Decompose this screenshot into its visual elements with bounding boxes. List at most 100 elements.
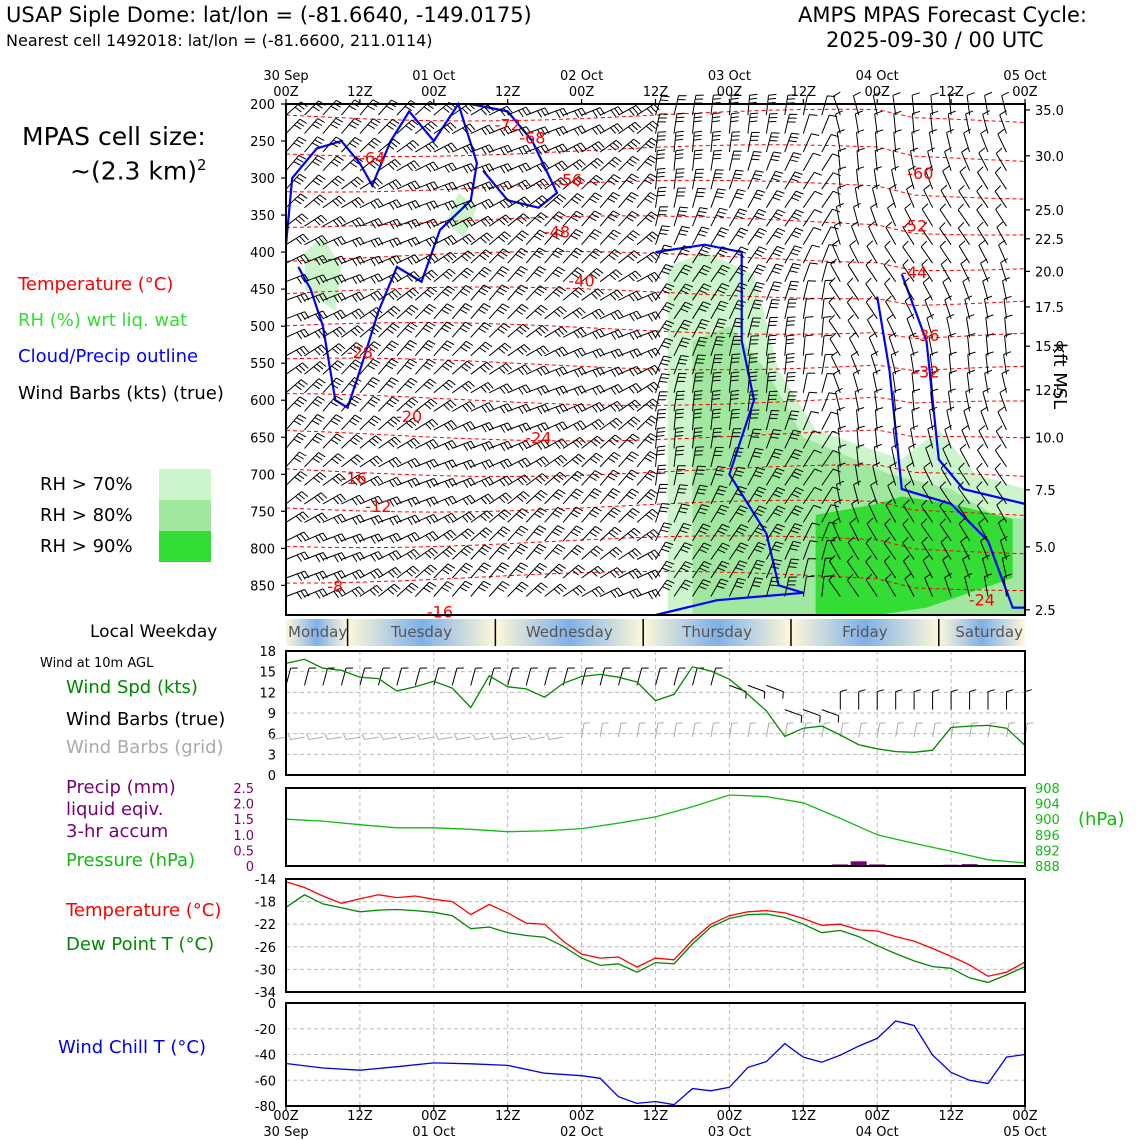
wind-barb bbox=[452, 103, 475, 116]
wind-barb bbox=[1004, 333, 1013, 356]
wind-barb bbox=[847, 314, 860, 338]
dewpoint-line bbox=[285, 894, 1026, 984]
wind-barb bbox=[452, 181, 476, 193]
wind-barb bbox=[903, 277, 915, 301]
pressure-tick-label: 900 bbox=[1035, 813, 1060, 828]
wind-barb bbox=[920, 222, 934, 245]
wind-barb bbox=[470, 249, 493, 264]
wind-barb bbox=[322, 433, 344, 449]
weekday-cell bbox=[938, 619, 1025, 646]
wind-barb bbox=[525, 489, 548, 505]
wind-barb-grid bbox=[599, 722, 609, 738]
temp-contour-7 bbox=[285, 357, 1026, 372]
wind-barb bbox=[285, 379, 308, 394]
wind-barb bbox=[834, 387, 843, 412]
wind-barb bbox=[837, 462, 846, 486]
wind-barb bbox=[304, 452, 326, 468]
bottom-date-label: 04 Oct bbox=[856, 1125, 899, 1140]
wind-barb bbox=[378, 158, 402, 172]
weekday-label: Tuesday bbox=[390, 623, 452, 641]
wind-barb bbox=[581, 367, 606, 378]
precip-bar bbox=[850, 861, 867, 866]
wind-barb bbox=[728, 560, 748, 579]
pressure-tick-label: 200 bbox=[250, 98, 275, 113]
wind-barb bbox=[378, 456, 402, 468]
wind-barb bbox=[525, 325, 549, 338]
wind-barb bbox=[967, 351, 976, 375]
wind-barb-grid bbox=[821, 722, 831, 738]
wind-barb bbox=[833, 221, 842, 245]
wind-barb bbox=[433, 512, 457, 524]
bottom-time-label: 12Z bbox=[495, 1109, 521, 1124]
wind-barb bbox=[507, 364, 531, 376]
bottom-time-label: 12Z bbox=[791, 1109, 817, 1124]
wind-barb bbox=[980, 128, 989, 153]
wind-barb bbox=[908, 443, 917, 468]
wind-barb bbox=[488, 543, 510, 560]
wind-barb bbox=[581, 565, 605, 579]
height-tick-label: 15.0 bbox=[1035, 340, 1064, 355]
wind-barb bbox=[893, 407, 902, 430]
wind-barb bbox=[765, 170, 784, 190]
wind-barb-true bbox=[673, 667, 686, 686]
wind-barb bbox=[655, 408, 667, 430]
wind-barb bbox=[378, 396, 400, 412]
wind-barb bbox=[304, 414, 325, 431]
wind-barb bbox=[673, 484, 688, 505]
wind-barb bbox=[415, 439, 439, 450]
wind-barb bbox=[618, 138, 641, 153]
wind-barb bbox=[889, 184, 897, 208]
temp-tick-label: -26 bbox=[255, 941, 276, 956]
wind-barb bbox=[525, 178, 550, 190]
wind-barb bbox=[470, 181, 495, 192]
wind-barb bbox=[728, 93, 740, 116]
wind-barb bbox=[821, 190, 841, 208]
wind-barb bbox=[359, 290, 383, 302]
wind-barb bbox=[322, 117, 344, 134]
wind-barb bbox=[655, 320, 675, 338]
wind-barb bbox=[341, 569, 365, 580]
wind-barb bbox=[728, 227, 749, 245]
dewpoint-label: Dew Point T (°C) bbox=[66, 934, 215, 955]
wind-barb bbox=[359, 177, 383, 190]
wind-barb bbox=[883, 259, 897, 282]
wind-barb bbox=[802, 391, 818, 412]
wind-barb bbox=[525, 212, 548, 227]
wind-barb bbox=[396, 254, 421, 265]
wind-barb bbox=[544, 306, 567, 320]
wind-barb bbox=[451, 562, 473, 579]
bottom-date-label: 01 Oct bbox=[412, 1125, 455, 1140]
wind-barb bbox=[828, 314, 841, 338]
wind-barb bbox=[765, 209, 786, 227]
wind-barbs bbox=[285, 91, 1013, 600]
wind-barb bbox=[618, 290, 642, 302]
wind-barb bbox=[452, 216, 476, 228]
wind-barb bbox=[415, 478, 439, 489]
wind-barb bbox=[997, 128, 1007, 153]
wind-barb bbox=[692, 427, 703, 449]
wind-barb bbox=[507, 384, 532, 395]
wind-barb bbox=[544, 385, 569, 396]
wind-barb bbox=[985, 314, 994, 338]
wind-barb bbox=[710, 283, 730, 301]
wind-barb bbox=[433, 440, 458, 451]
pressure-tick-label: 896 bbox=[1035, 829, 1060, 844]
wind-barb bbox=[636, 231, 659, 246]
cloud-outline-3 bbox=[876, 273, 1027, 609]
wind-barb-grid bbox=[710, 722, 720, 738]
wind-barb bbox=[747, 428, 762, 449]
bottom-date-label: 30 Sep bbox=[263, 1125, 308, 1140]
pressure-tick-label: 500 bbox=[250, 320, 275, 335]
wind-barb bbox=[784, 505, 804, 523]
wind-barb bbox=[285, 531, 310, 543]
station-title: USAP Siple Dome: lat/lon = (-81.6640, -1… bbox=[6, 3, 532, 27]
wind-barb bbox=[507, 403, 532, 415]
wind-barb bbox=[784, 468, 804, 486]
wind-barb bbox=[673, 245, 692, 264]
wind-barb bbox=[747, 505, 767, 523]
wind-barb bbox=[414, 358, 436, 375]
wind-barb bbox=[885, 221, 897, 245]
wind-barb bbox=[396, 236, 421, 248]
wind-barb bbox=[341, 586, 365, 597]
wind-barb bbox=[581, 308, 605, 320]
